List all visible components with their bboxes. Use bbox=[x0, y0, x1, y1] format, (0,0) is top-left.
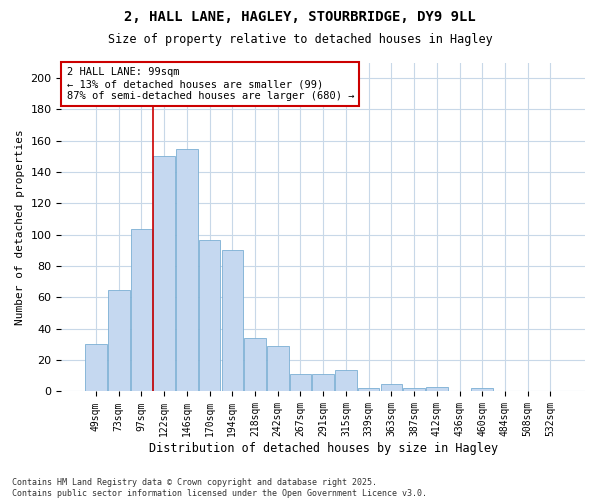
Bar bbox=[290, 374, 311, 392]
Bar bbox=[403, 388, 425, 392]
Bar bbox=[221, 250, 243, 392]
Bar bbox=[426, 387, 448, 392]
X-axis label: Distribution of detached houses by size in Hagley: Distribution of detached houses by size … bbox=[149, 442, 498, 455]
Text: 2 HALL LANE: 99sqm
← 13% of detached houses are smaller (99)
87% of semi-detache: 2 HALL LANE: 99sqm ← 13% of detached hou… bbox=[67, 68, 354, 100]
Bar bbox=[358, 388, 379, 392]
Text: Size of property relative to detached houses in Hagley: Size of property relative to detached ho… bbox=[107, 32, 493, 46]
Text: Contains HM Land Registry data © Crown copyright and database right 2025.
Contai: Contains HM Land Registry data © Crown c… bbox=[12, 478, 427, 498]
Bar bbox=[85, 344, 107, 392]
Text: 2, HALL LANE, HAGLEY, STOURBRIDGE, DY9 9LL: 2, HALL LANE, HAGLEY, STOURBRIDGE, DY9 9… bbox=[124, 10, 476, 24]
Bar bbox=[380, 384, 402, 392]
Bar bbox=[313, 374, 334, 392]
Y-axis label: Number of detached properties: Number of detached properties bbox=[15, 129, 25, 325]
Bar bbox=[472, 388, 493, 392]
Bar bbox=[176, 148, 197, 392]
Bar bbox=[335, 370, 357, 392]
Bar bbox=[244, 338, 266, 392]
Bar bbox=[131, 228, 152, 392]
Bar bbox=[199, 240, 220, 392]
Bar bbox=[108, 290, 130, 392]
Bar bbox=[154, 156, 175, 392]
Bar bbox=[267, 346, 289, 392]
